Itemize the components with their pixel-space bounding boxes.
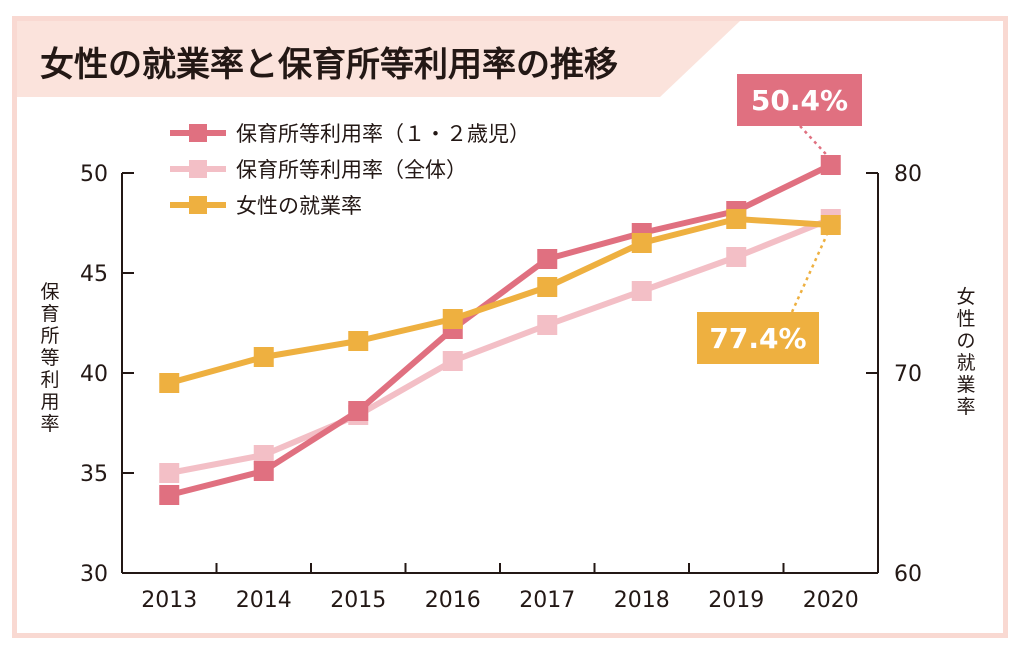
left-tick-label: 45: [80, 262, 108, 287]
left-axis-label-char: 利: [40, 369, 59, 391]
left-axis-label-char: 保: [40, 281, 59, 303]
data-point: [159, 463, 180, 483]
data-point: [631, 281, 652, 301]
chart-title: 女性の就業率と保育所等利用率の推移: [40, 45, 618, 85]
annotation-label: 77.4%: [709, 322, 806, 355]
legend-label: 保育所等利用率（全体）: [236, 158, 467, 182]
right-axis-label-char: の: [956, 330, 975, 352]
right-tick-label: 60: [894, 562, 922, 587]
annotation-leader: [799, 125, 828, 156]
data-point: [159, 373, 180, 393]
annotation-box: [737, 74, 862, 126]
right-tick-label: 80: [894, 162, 922, 187]
left-axis-label-char: 用: [40, 391, 59, 413]
legend-marker: [189, 196, 207, 214]
x-tick-label: 2019: [708, 588, 764, 613]
legend-marker: [189, 160, 207, 178]
right-axis-label-char: 性: [956, 308, 975, 330]
data-point: [537, 277, 558, 297]
data-point: [442, 351, 463, 371]
data-point: [537, 249, 558, 269]
right-axis-label-char: 業: [956, 374, 975, 396]
left-axis-label-char: 等: [40, 347, 59, 369]
data-point: [253, 347, 274, 367]
x-tick-label: 2015: [330, 588, 386, 613]
data-point: [537, 315, 558, 335]
left-tick-label: 30: [80, 562, 108, 587]
left-axis-label-char: 育: [40, 303, 59, 325]
data-point: [820, 155, 841, 175]
data-point: [253, 461, 274, 481]
data-point: [159, 485, 180, 505]
series-line: [168, 216, 831, 386]
x-tick-label: 2013: [141, 588, 197, 613]
right-axis-label-char: 率: [956, 396, 975, 418]
left-tick-label: 35: [80, 462, 108, 487]
right-tick-label: 70: [894, 362, 922, 387]
data-point: [253, 445, 274, 465]
legend-marker: [189, 124, 207, 142]
left-tick-label: 50: [80, 162, 108, 187]
left-tick-label: 40: [80, 362, 108, 387]
left-axis-label-char: 率: [40, 413, 59, 435]
annotation-box: [697, 312, 819, 364]
series-line: [168, 216, 832, 476]
right-axis-label-char: 女: [956, 286, 975, 308]
data-point: [820, 215, 841, 235]
data-point: [442, 309, 463, 329]
x-tick-label: 2014: [236, 588, 292, 613]
series-line: [168, 162, 833, 498]
data-point: [631, 233, 652, 253]
data-point: [726, 247, 747, 267]
title-banner: [17, 21, 740, 97]
x-tick-label: 2016: [425, 588, 481, 613]
x-tick-label: 2018: [614, 588, 670, 613]
annotation-label: 50.4%: [751, 84, 848, 117]
data-point: [348, 401, 369, 421]
left-axis-label-char: 所: [40, 325, 59, 347]
right-axis-label-char: 就: [956, 352, 975, 374]
legend-label: 女性の就業率: [236, 194, 362, 218]
legend-label: 保育所等利用率（１・２歳児）: [236, 122, 530, 146]
data-point: [348, 331, 369, 351]
x-tick-label: 2020: [803, 588, 859, 613]
annotation-leader: [790, 234, 828, 313]
data-point: [726, 209, 747, 229]
x-tick-label: 2017: [519, 588, 575, 613]
